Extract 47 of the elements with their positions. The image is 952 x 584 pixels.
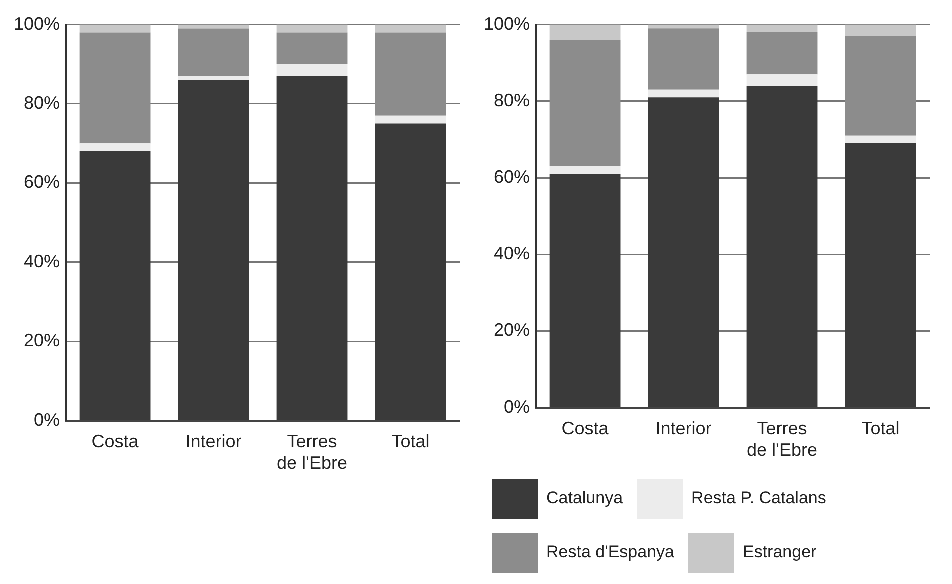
legend-label: Resta d'Espanya <box>546 542 676 562</box>
y-tick-label: 100% <box>484 14 530 34</box>
bar <box>746 32 818 75</box>
bar <box>276 32 348 64</box>
legend-label: Resta P. Catalans <box>692 488 826 508</box>
bar <box>178 24 250 29</box>
x-tick-label: Terres de l'Ebre <box>747 418 818 460</box>
y-tick-label: 60% <box>494 166 530 187</box>
legend-label: Catalunya <box>546 488 624 508</box>
bar <box>845 24 916 36</box>
bar <box>276 24 348 33</box>
y-tick-label: 40% <box>24 251 60 272</box>
bar <box>746 24 818 32</box>
y-tick-label: 100% <box>14 14 60 34</box>
bar <box>80 24 151 33</box>
bar <box>178 28 250 76</box>
bar <box>375 24 446 33</box>
y-tick-label: 80% <box>494 90 530 110</box>
bar <box>845 136 916 144</box>
x-tick-label: Total <box>392 432 430 452</box>
bar <box>648 28 720 90</box>
x-tick-label: Interior <box>186 432 242 452</box>
x-tick-label: Total <box>862 418 900 439</box>
x-tick-label: Costa <box>92 432 140 452</box>
bar <box>648 90 720 98</box>
bar <box>375 116 446 124</box>
bar <box>648 24 720 29</box>
x-tick-label: Costa <box>562 418 610 439</box>
y-tick-label: 60% <box>24 172 60 192</box>
x-tick-label: Interior <box>656 418 712 439</box>
y-tick-label: 80% <box>24 92 60 113</box>
bar <box>80 144 151 152</box>
y-tick-label: 20% <box>24 330 60 351</box>
legend-label: Estranger <box>742 542 818 562</box>
y-tick-label: 0% <box>504 396 530 417</box>
bar <box>80 32 151 144</box>
bar <box>276 64 348 76</box>
x-tick-label: Terres de l'Ebre <box>277 432 348 474</box>
bar <box>550 40 621 167</box>
bar <box>550 166 621 174</box>
y-tick-label: 20% <box>494 320 530 340</box>
y-tick-label: 0% <box>34 410 60 430</box>
bar <box>746 74 818 86</box>
bar <box>845 36 916 136</box>
bar <box>375 32 446 116</box>
y-tick-label: 40% <box>494 244 530 264</box>
bar <box>550 24 621 40</box>
